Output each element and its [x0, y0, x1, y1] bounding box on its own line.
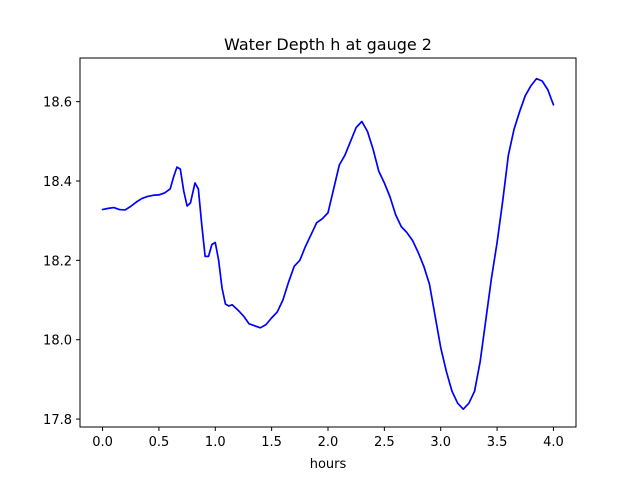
x-tick-label: 2.5	[374, 435, 395, 450]
y-tick-label: 18.6	[43, 96, 72, 111]
x-tick-label: 1.5	[261, 435, 282, 450]
x-tick-label: 0.5	[149, 435, 170, 450]
axes-frame	[79, 57, 577, 428]
x-tick-label: 3.5	[487, 435, 508, 450]
x-tick-label: 1.0	[205, 435, 226, 450]
y-tick-label: 18.4	[43, 175, 72, 190]
y-tick-label: 18.2	[43, 254, 72, 269]
x-axis-label: hours	[310, 457, 347, 472]
chart-title: Water Depth h at gauge 2	[224, 35, 432, 54]
y-tick-label: 18.0	[43, 334, 72, 349]
x-tick-label: 0.0	[92, 435, 113, 450]
series-line	[101, 77, 555, 410]
y-tick-label: 17.8	[43, 413, 72, 428]
x-tick-label: 4.0	[543, 435, 564, 450]
x-tick-label: 2.0	[318, 435, 339, 450]
plot-area: 0.0 0.5 1.0 1.5 2.0 2.5 3.0 3.5 4.0 17.8 18.0 18.2 1…	[43, 57, 577, 450]
x-tick-label: 3.0	[430, 435, 451, 450]
